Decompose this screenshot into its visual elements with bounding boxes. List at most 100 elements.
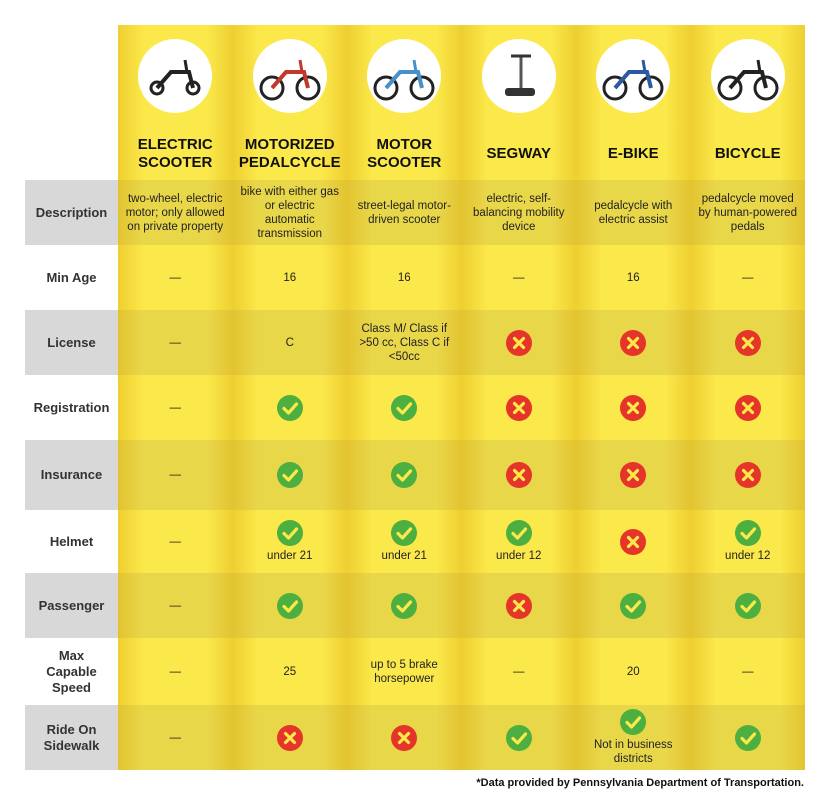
cell [691,705,806,770]
cell-bg [690,245,805,310]
cell-text: two-wheel, electric motor; only allowed … [125,192,225,233]
column-header: ELECTRIC SCOOTER [137,136,213,171]
cell-text: C [285,336,294,349]
cell-note: under 21 [267,550,313,562]
check-icon [734,592,761,619]
column-shade [118,25,233,770]
row-label: Helmet [25,510,118,573]
cell-bg [347,180,462,245]
check-icon [734,724,761,751]
cell-text: — [513,271,525,284]
cell-text: electric, self-balancing mobility device [473,192,565,233]
cell-bg [232,245,347,310]
check-icon [391,592,418,619]
cell-bg [118,705,233,770]
cell-text: — [169,401,182,414]
cell [691,310,806,375]
cross-icon [391,724,418,751]
cell [233,375,348,440]
cell-bg [576,245,691,310]
cell [233,440,348,510]
cell-bg [690,638,805,705]
column-header: SEGWAY [486,145,551,162]
cell: under 12 [462,510,577,573]
cell-text: — [169,271,182,284]
vehicle-image [596,39,671,113]
check-icon [391,462,418,488]
cell-note: under 12 [496,550,542,562]
cross-icon [620,329,647,356]
row-label: Insurance [25,440,118,510]
footnote: *Data provided by Pennsylvania Departmen… [476,777,804,789]
check-icon [734,520,761,546]
row-label: Description [25,180,118,245]
cell-bg [461,180,576,245]
cell-bg [347,245,462,310]
cell-bg [576,638,691,705]
cross-icon [276,724,303,751]
cell-bg [461,245,576,310]
row-label: Passenger [25,573,118,638]
check-icon [276,520,303,546]
cell-text: 25 [283,665,297,678]
check-icon [276,462,303,488]
vehicle-image [252,39,327,113]
column-header: MOTORIZED PEDALCYCLE [238,136,341,171]
cell-bg [232,310,347,375]
row-label: Min Age [25,245,118,310]
row-label: License [25,310,118,375]
cross-icon [505,329,532,356]
cell-text: — [169,336,182,349]
cell-text: 16 [626,271,640,284]
cell-bg [118,573,233,638]
cell-text: — [742,665,754,678]
cell-bg [118,180,233,245]
vehicle-image [710,39,785,113]
check-icon [276,592,303,619]
cross-icon [734,394,761,421]
cell-text: 16 [397,271,411,284]
cell-bg [690,180,805,245]
cell-text: pedalcycle moved by human-powered pedals [698,192,797,233]
cell-note: Not in business districts [593,739,673,765]
cross-icon [620,528,647,555]
cell-bg [118,375,233,440]
cell [691,573,806,638]
cross-icon [505,394,532,421]
cell-text: Class M/ Class if >50 cc, Class C if <50… [359,322,450,363]
cell: Not in business districts [576,705,691,770]
cell-text: — [169,731,182,744]
cross-icon [620,394,647,421]
cross-icon [505,592,532,619]
cell [576,440,691,510]
cell: under 21 [233,510,348,573]
cell [347,573,462,638]
cell-bg [118,310,233,375]
cell-bg [576,180,691,245]
cross-icon [505,462,532,488]
check-icon [505,724,532,751]
column-header: MOTOR SCOOTER [367,136,442,171]
column-header: BICYCLE [714,145,781,162]
cell [576,573,691,638]
check-icon [391,394,418,421]
cell-text: up to 5 brake horsepower [370,658,438,685]
cell: under 12 [691,510,806,573]
cell-bg [232,638,347,705]
cell-bg [118,510,233,573]
cell-bg [118,440,233,510]
cell [462,573,577,638]
check-icon [620,592,647,619]
cell-note: under 12 [725,550,771,562]
cell [233,705,348,770]
vehicle-image [481,39,556,113]
cell: under 21 [347,510,462,573]
cell [347,440,462,510]
cross-icon [620,462,647,488]
column-header: E-BIKE [607,145,659,162]
cell [233,573,348,638]
row-label: Registration [25,375,118,440]
cell [462,375,577,440]
cell-bg [347,638,462,705]
cell [347,705,462,770]
